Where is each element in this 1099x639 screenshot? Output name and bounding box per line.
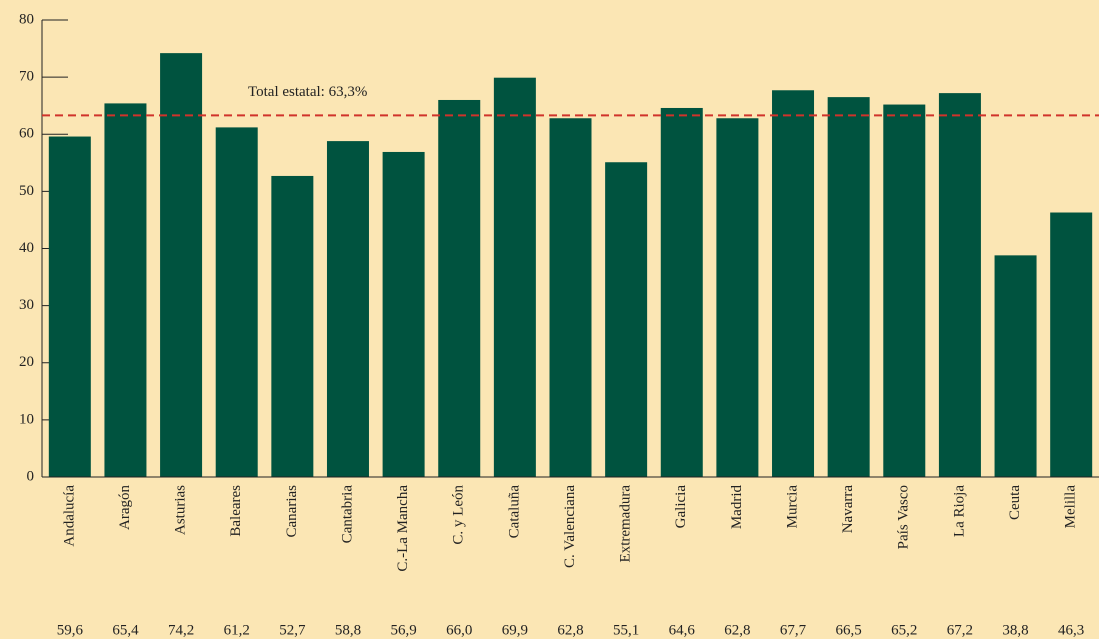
x-tick-label: Melilla <box>1063 485 1079 529</box>
y-tick-label: 20 <box>19 354 34 370</box>
y-tick-label: 80 <box>19 11 34 27</box>
value-label: 62,8 <box>724 622 750 638</box>
bar <box>605 162 648 477</box>
value-label: 46,3 <box>1058 622 1084 638</box>
bar <box>48 136 91 477</box>
y-tick-label: 0 <box>27 468 35 484</box>
x-tick-label: Aragón <box>117 485 133 530</box>
x-tick-label: Murcia <box>784 485 800 529</box>
bar <box>326 141 369 478</box>
bar <box>104 103 147 477</box>
value-label: 64,6 <box>669 622 696 638</box>
x-tick-label: Asturias <box>173 485 189 535</box>
bar <box>438 99 481 477</box>
x-tick-label: Cantabria <box>339 485 355 544</box>
bar <box>938 93 981 478</box>
bar <box>827 97 870 478</box>
value-label: 74,2 <box>168 622 194 638</box>
value-label: 55,1 <box>613 622 639 638</box>
value-label: 59,6 <box>57 622 84 638</box>
x-tick-label: Cataluña <box>506 485 522 539</box>
x-tick-label: C. Valenciana <box>562 485 578 568</box>
bar <box>271 175 314 478</box>
bar <box>382 151 425 478</box>
y-tick-label: 10 <box>19 411 34 427</box>
bar <box>215 127 258 478</box>
x-tick-label: C. y León <box>451 485 467 545</box>
x-tick-label: Andalucía <box>61 485 77 547</box>
y-tick-label: 50 <box>19 183 34 199</box>
x-tick-label: La Rioja <box>951 485 967 537</box>
y-tick-label: 30 <box>19 297 34 313</box>
x-tick-label: País Vasco <box>896 485 912 549</box>
value-label: 66,5 <box>836 622 862 638</box>
value-label: 67,2 <box>947 622 973 638</box>
x-tick-label: Madrid <box>729 485 745 530</box>
bar <box>160 53 203 477</box>
value-label: 65,4 <box>112 622 139 638</box>
x-tick-label: Baleares <box>228 485 244 537</box>
bar <box>716 118 759 477</box>
value-label: 38,8 <box>1002 622 1028 638</box>
value-label: 65,2 <box>891 622 917 638</box>
bar <box>549 118 592 477</box>
bar <box>1050 212 1093 478</box>
bar <box>883 104 926 478</box>
y-tick-label: 60 <box>19 126 34 142</box>
x-tick-label: Navarra <box>840 485 856 534</box>
value-label: 58,8 <box>335 622 361 638</box>
value-label: 56,9 <box>390 622 416 638</box>
value-label: 67,7 <box>780 622 807 638</box>
x-tick-label: C.-La Mancha <box>395 485 411 572</box>
bar <box>660 107 703 477</box>
value-label: 62,8 <box>557 622 583 638</box>
value-label: 52,7 <box>279 622 306 638</box>
x-tick-label: Ceuta <box>1007 485 1023 520</box>
bar <box>772 90 815 478</box>
x-tick-label: Canarias <box>284 485 300 538</box>
y-tick-label: 70 <box>19 69 34 85</box>
bar <box>493 77 536 477</box>
y-tick-label: 40 <box>19 240 34 256</box>
x-tick-label: Extremadura <box>618 485 634 563</box>
x-tick-label: Galicia <box>673 485 689 529</box>
value-label: 61,2 <box>224 622 250 638</box>
value-label: 66,0 <box>446 622 472 638</box>
reference-label: Total estatal: 63,3% <box>248 84 367 100</box>
value-label: 69,9 <box>502 622 528 638</box>
bar <box>994 255 1037 477</box>
